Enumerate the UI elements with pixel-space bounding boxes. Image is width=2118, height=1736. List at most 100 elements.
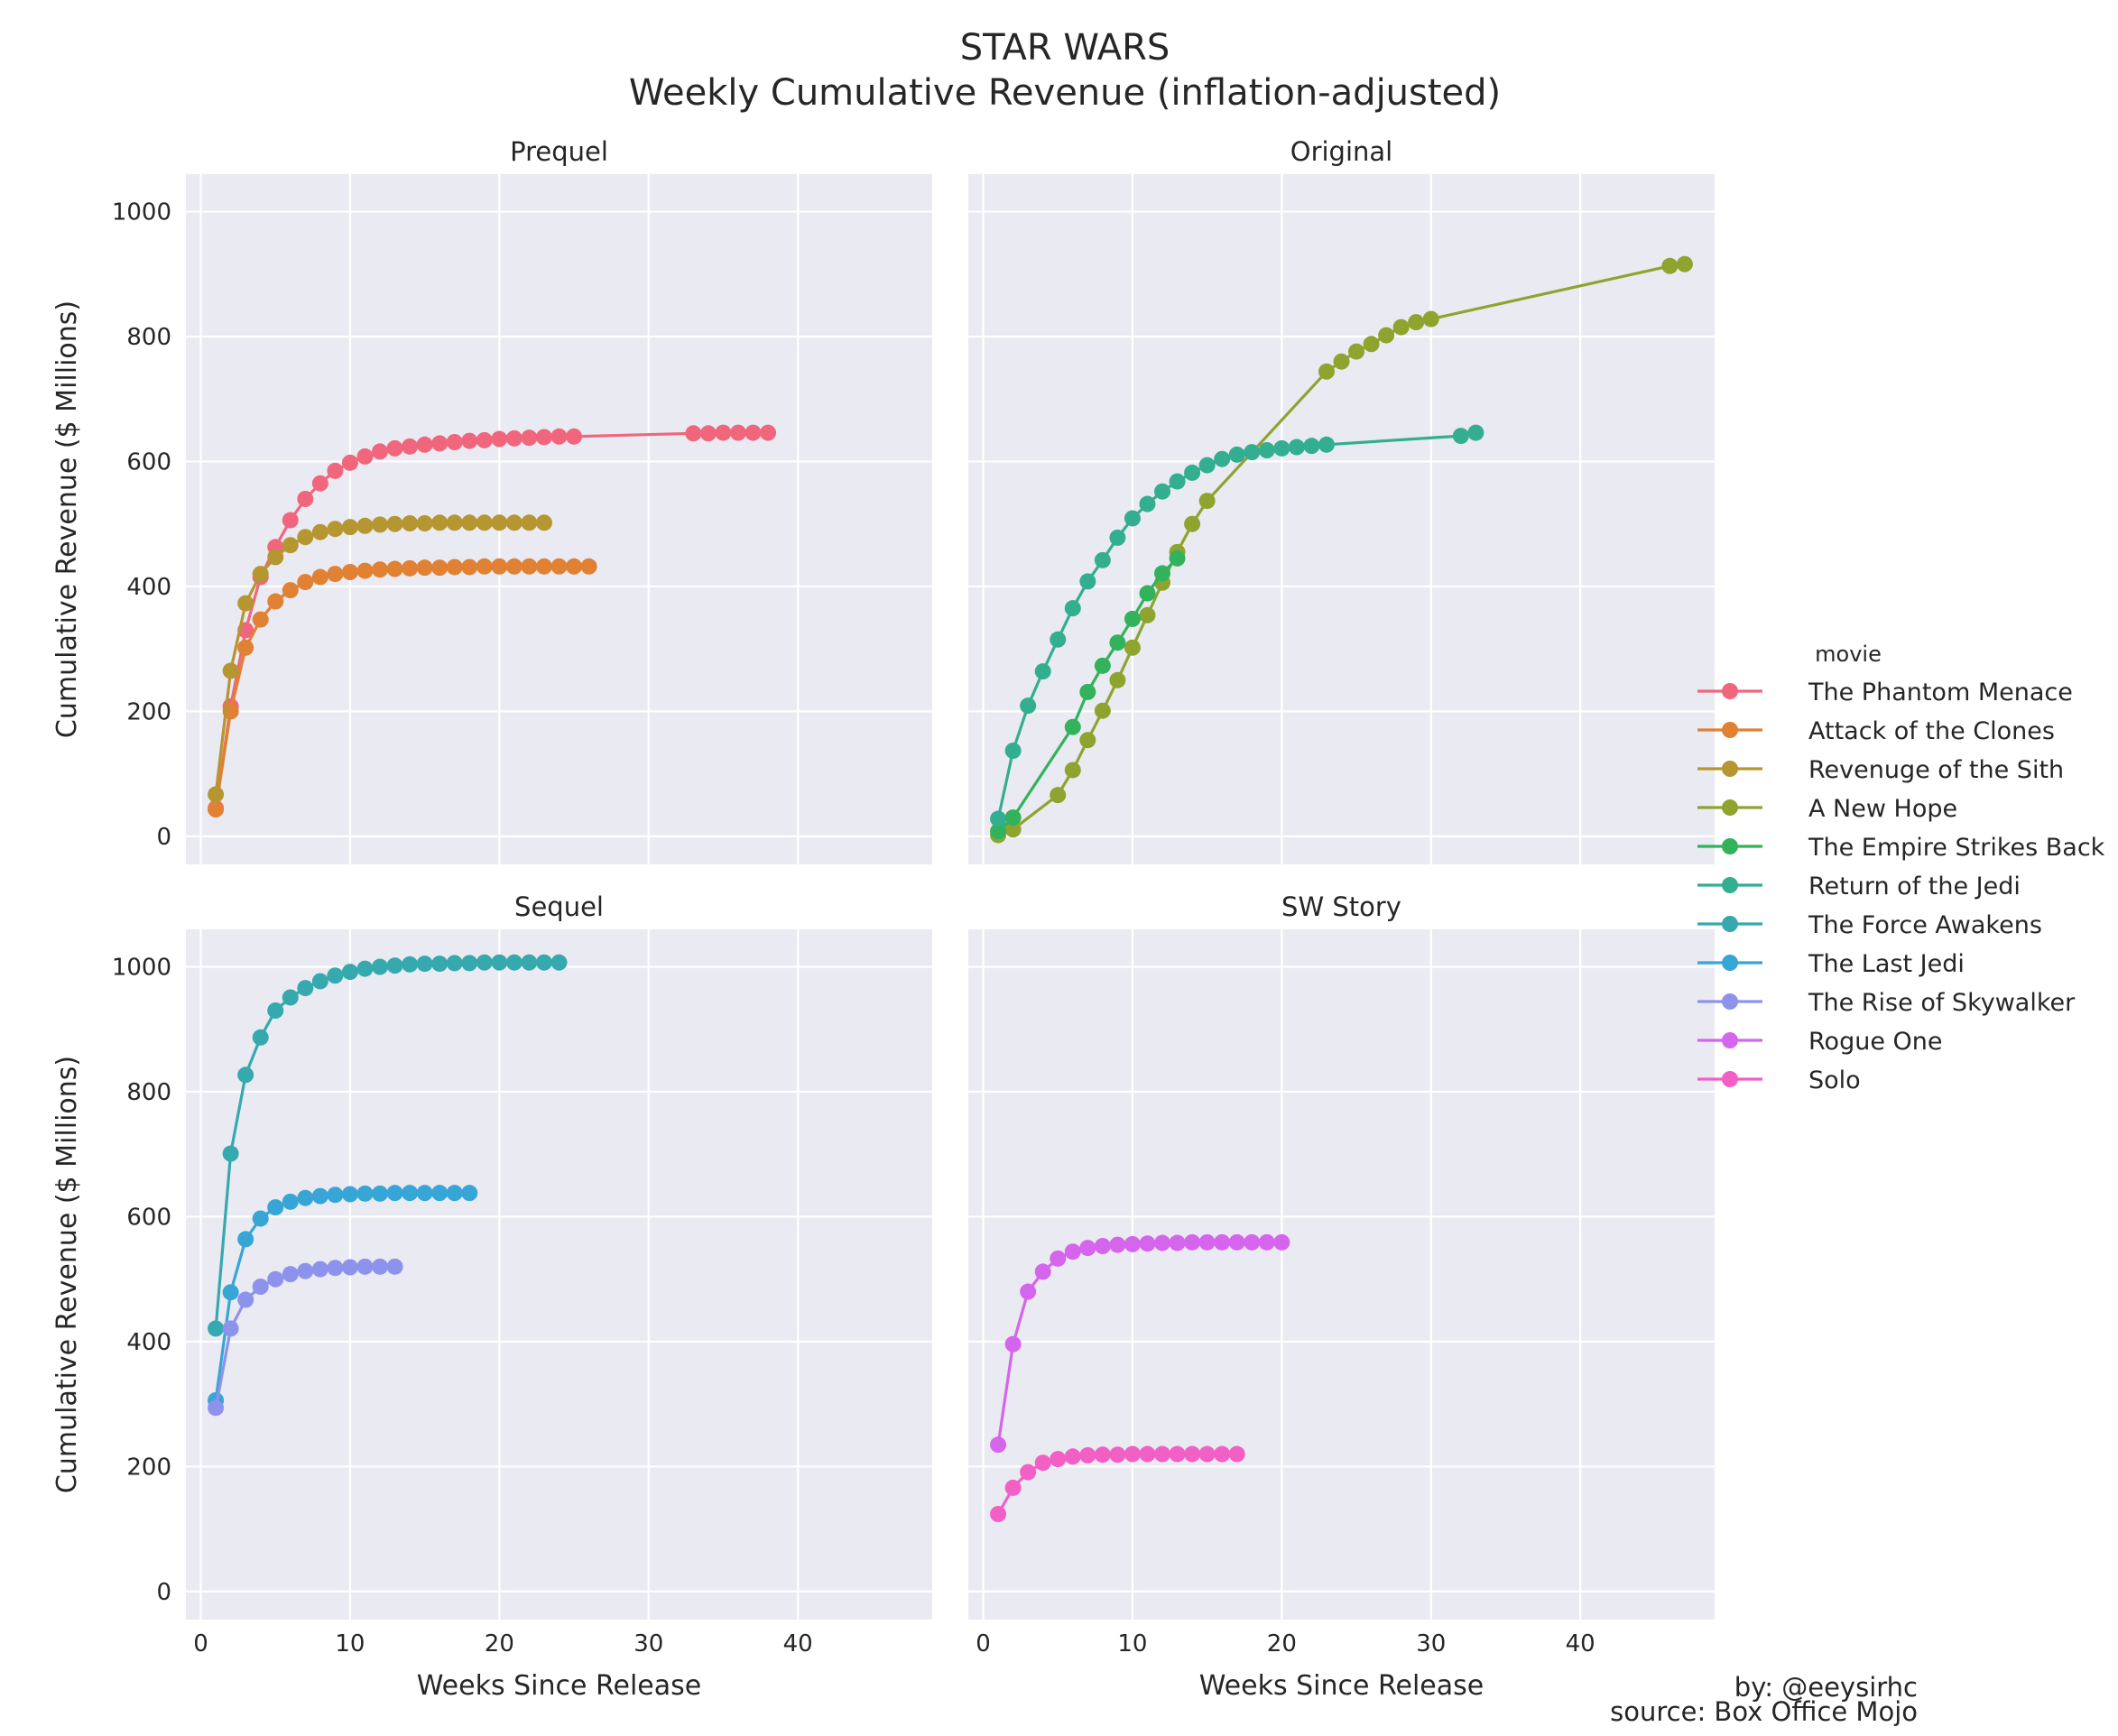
- y-tick-label: 600: [126, 448, 171, 476]
- data-point-solo: [1198, 1445, 1216, 1463]
- data-point-rogue-one: [1273, 1233, 1290, 1251]
- data-point-the-force-awakens: [208, 1320, 225, 1337]
- data-point-attack-of-the-clones: [372, 561, 389, 578]
- data-point-the-force-awakens: [535, 954, 552, 971]
- legend-swatch-marker: [1722, 761, 1738, 777]
- data-point-revenuge-of-the-sith: [372, 516, 389, 533]
- data-point-revenuge-of-the-sith: [341, 519, 358, 536]
- data-point-attack-of-the-clones: [267, 593, 284, 610]
- data-point-the-empire-strikes-back: [1064, 718, 1081, 735]
- data-point-return-of-the-jedi: [1154, 483, 1171, 500]
- data-point-return-of-the-jedi: [1109, 529, 1126, 546]
- data-point-the-rise-of-skywalker: [297, 1262, 314, 1279]
- series-revenuge-of-the-sith: [208, 514, 552, 803]
- data-point-the-rise-of-skywalker: [237, 1291, 254, 1308]
- data-point-rogue-one: [1198, 1233, 1216, 1251]
- data-point-the-rise-of-skywalker: [386, 1258, 403, 1275]
- data-point-the-last-jedi: [446, 1185, 463, 1202]
- panel-sw-story: SW Story 0 10 20 30 40 Weeks Since Release: [968, 891, 1715, 1702]
- data-point-return-of-the-jedi: [1169, 473, 1186, 490]
- legend-entry-the-last-jedi: The Last Jedi: [1697, 950, 1965, 978]
- data-point-a-new-hope: [1392, 319, 1410, 336]
- data-point-revenuge-of-the-sith: [237, 595, 254, 612]
- data-point-the-phantom-menace: [311, 475, 328, 492]
- data-point-solo: [1004, 1479, 1022, 1496]
- x-tick-label: 10: [335, 1630, 365, 1658]
- data-point-revenuge-of-the-sith: [222, 662, 239, 679]
- panel-original: Original: [968, 136, 1715, 864]
- data-point-the-phantom-menace: [760, 424, 777, 441]
- data-point-a-new-hope: [1676, 255, 1693, 272]
- data-point-solo: [1228, 1445, 1245, 1463]
- data-point-return-of-the-jedi: [1228, 446, 1245, 463]
- credit-source: source: Box Office Mojo: [1610, 1696, 1918, 1727]
- series-attack-of-the-clones: [208, 558, 597, 818]
- data-point-revenuge-of-the-sith: [402, 515, 419, 531]
- data-point-the-last-jedi: [386, 1185, 403, 1202]
- data-point-a-new-hope: [1109, 671, 1126, 688]
- data-point-the-last-jedi: [416, 1185, 433, 1202]
- y-tick-label: 400: [126, 1329, 171, 1356]
- data-point-attack-of-the-clones: [386, 560, 403, 577]
- data-point-the-phantom-menace: [745, 424, 762, 441]
- data-point-attack-of-the-clones: [491, 558, 508, 575]
- data-point-the-rise-of-skywalker: [372, 1258, 389, 1275]
- legend-swatch-marker: [1722, 877, 1738, 893]
- data-point-the-force-awakens: [237, 1067, 254, 1084]
- data-point-attack-of-the-clones: [402, 559, 419, 577]
- data-point-the-phantom-menace: [685, 425, 702, 442]
- series-the-empire-strikes-back: [990, 549, 1186, 840]
- data-point-the-last-jedi: [341, 1186, 358, 1203]
- data-point-the-force-awakens: [311, 973, 328, 990]
- data-point-rogue-one: [1228, 1233, 1245, 1251]
- data-point-a-new-hope: [1378, 327, 1395, 344]
- legend-entry-the-phantom-menace: The Phantom Menace: [1697, 679, 2073, 706]
- data-point-revenuge-of-the-sith: [311, 523, 328, 540]
- series-line-the-empire-strikes-back: [997, 557, 1179, 833]
- data-point-rogue-one: [990, 1436, 1007, 1454]
- data-point-return-of-the-jedi: [1244, 444, 1261, 461]
- data-point-attack-of-the-clones: [311, 568, 328, 586]
- legend-entry-a-new-hope: A New Hope: [1697, 795, 1957, 823]
- data-point-return-of-the-jedi: [1288, 439, 1305, 456]
- legend-entry-attack-of-the-clones: Attack of the Clones: [1697, 717, 2055, 745]
- data-point-the-empire-strikes-back: [1004, 809, 1022, 826]
- data-point-solo: [1050, 1451, 1067, 1468]
- legend-swatch-marker: [1722, 722, 1738, 738]
- y-tick-label: 400: [126, 574, 171, 601]
- legend-title: movie: [1815, 642, 1882, 667]
- legend-label: Revenuge of the Sith: [1808, 756, 2064, 784]
- data-point-the-force-awakens: [372, 958, 389, 975]
- data-point-attack-of-the-clones: [252, 611, 269, 628]
- data-point-attack-of-the-clones: [476, 558, 493, 575]
- panel-prequel: Prequel 0 200 400 600 800 1000 Cumulative Reven…: [51, 136, 932, 864]
- legend-swatch-marker: [1722, 683, 1738, 699]
- series-solo: [990, 1445, 1245, 1522]
- data-point-attack-of-the-clones: [431, 559, 449, 577]
- x-tick-label: 10: [1117, 1630, 1147, 1658]
- data-point-revenuge-of-the-sith: [208, 786, 225, 803]
- legend-swatch-marker: [1722, 1071, 1738, 1087]
- data-point-attack-of-the-clones: [237, 639, 254, 656]
- data-point-return-of-the-jedi: [1094, 551, 1111, 568]
- data-point-return-of-the-jedi: [1467, 424, 1484, 441]
- data-point-revenuge-of-the-sith: [252, 566, 269, 583]
- data-point-the-rise-of-skywalker: [311, 1260, 328, 1278]
- data-point-the-phantom-menace: [282, 512, 299, 529]
- y-tick-label: 800: [126, 1079, 171, 1106]
- data-point-revenuge-of-the-sith: [282, 537, 299, 554]
- data-point-rogue-one: [1094, 1238, 1111, 1254]
- data-point-rogue-one: [1004, 1335, 1022, 1353]
- y-tick-label: 200: [126, 1454, 171, 1481]
- data-point-the-phantom-menace: [566, 428, 583, 445]
- data-point-the-force-awakens: [297, 980, 314, 997]
- data-point-solo: [1034, 1454, 1051, 1472]
- data-point-the-force-awakens: [402, 956, 419, 973]
- data-point-attack-of-the-clones: [550, 558, 568, 575]
- data-point-attack-of-the-clones: [535, 558, 552, 575]
- data-point-the-force-awakens: [386, 957, 403, 974]
- data-point-the-phantom-menace: [715, 424, 732, 441]
- legend-entry-solo: Solo: [1697, 1067, 1861, 1094]
- data-point-the-phantom-menace: [550, 428, 568, 445]
- data-point-the-phantom-menace: [431, 435, 449, 452]
